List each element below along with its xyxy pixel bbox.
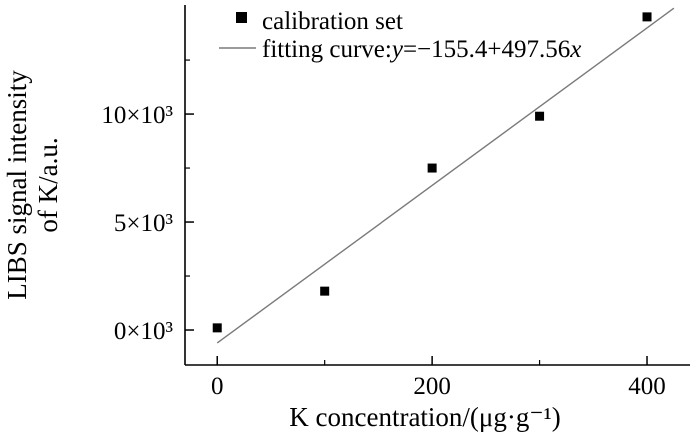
data-point <box>642 12 652 22</box>
data-point <box>535 111 545 121</box>
legend-fit-y: y <box>389 36 404 63</box>
y-axis-label-line1: LIBS signal intensity <box>2 70 32 300</box>
legend-label-calibration: calibration set <box>262 8 403 35</box>
legend-fit-x: x <box>569 36 581 63</box>
y-tick-label: 0×10³ <box>114 318 174 345</box>
x-tick-label: 0 <box>211 373 224 400</box>
x-tick-label: 400 <box>628 373 666 400</box>
legend-label-fit: fitting curve:y=−155.4+497.56x <box>262 36 581 63</box>
x-axis-label: K concentration/(μg·g⁻¹) <box>289 402 560 432</box>
x-tick-label: 200 <box>413 373 451 400</box>
legend: calibration set fitting curve:y=−155.4+4… <box>219 8 581 63</box>
legend-fit-prefix: fitting curve: <box>262 36 392 63</box>
y-axis-label-line2: of K/a.u. <box>33 137 63 232</box>
data-point <box>427 163 437 173</box>
legend-fit-eq: =−155.4+497.56 <box>403 36 570 63</box>
data-point <box>212 323 222 333</box>
fit-line <box>216 7 675 344</box>
data-point <box>320 286 330 296</box>
y-tick-label: 5×10³ <box>114 210 174 237</box>
y-tick-label: 10×10³ <box>101 102 173 129</box>
legend-marker-square-icon <box>236 12 247 23</box>
plot-area: 0 200 400 0×10³ 5×10³ 10×10³ <box>101 5 690 400</box>
